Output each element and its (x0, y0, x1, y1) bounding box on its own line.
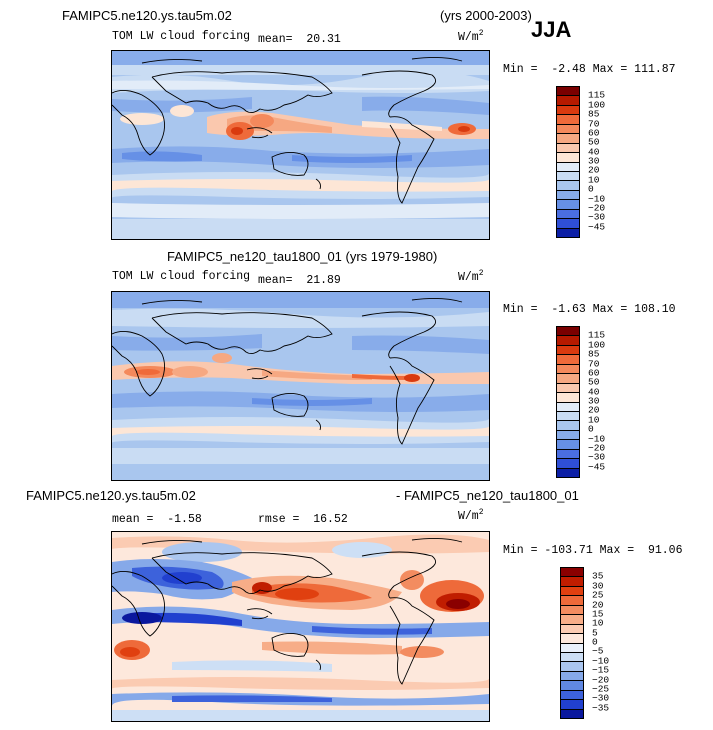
colorbar-tick-label: 115 (588, 329, 606, 341)
colorbar-tick-label: −20 (592, 674, 610, 685)
panel2-minmax: Min = -1.63 Max = 108.10 (503, 303, 676, 316)
panel1-colorbar-labels: 115 100 85 70 60 50 40 30 20 10 0 −10 −2… (588, 86, 628, 236)
colorbar-tick-label: 20 (588, 164, 600, 176)
colorbar-tick-label: 100 (588, 339, 606, 351)
colorbar-tick-label: 30 (588, 155, 600, 167)
panel3-colorbar (560, 567, 584, 719)
colorbar-tick-label: −30 (588, 451, 606, 463)
colorbar-tick-label: 20 (592, 599, 604, 610)
panel2-map (111, 291, 490, 481)
colorbar-tick-label: 40 (588, 146, 600, 158)
panel2-units: W/m2 (458, 269, 484, 284)
run-title: FAMIPC5.ne120.ys.tau5m.02 (62, 8, 232, 23)
colorbar-tick-label: −20 (588, 202, 606, 214)
colorbar-tick-label: 10 (592, 617, 604, 629)
colorbar-tick-label: 20 (588, 404, 600, 416)
panel3-map (111, 531, 490, 722)
panel1-map (111, 50, 490, 240)
colorbar-tick-label: −30 (592, 692, 610, 704)
colorbar-tick-label: 50 (588, 136, 600, 148)
colorbar-tick-label: 10 (588, 414, 600, 426)
panel2-title: FAMIPC5_ne120_tau1800_01 (yrs 1979-1980) (167, 249, 438, 264)
panel1-units: W/m2 (458, 29, 484, 44)
colorbar-tick-label: −5 (592, 645, 604, 657)
colorbar-tick-label: −45 (588, 461, 606, 473)
colorbar-tick-label: 70 (588, 358, 600, 369)
colorbar-tick-label: 85 (588, 108, 600, 120)
colorbar-tick-label: −10 (592, 655, 610, 667)
panel2-mean: mean= 21.89 (258, 274, 341, 287)
panel1-minmax: Min = -2.48 Max = 111.87 (503, 63, 676, 76)
panel2-variable: TOM LW cloud forcing (112, 270, 251, 283)
colorbar-tick-label: 50 (588, 376, 600, 388)
colorbar-tick-label: −25 (592, 683, 610, 695)
panel2-colorbar-labels: 115 100 85 70 60 50 40 30 20 10 0 −10 −2… (588, 326, 628, 476)
panel3-rmse: rmse = 16.52 (258, 513, 348, 526)
panel3-title-right: - FAMIPC5_ne120_tau1800_01 (396, 488, 579, 503)
panel3-colorbar-labels: 35 30 25 20 15 10 5 0 −5 −10 −15 −20 −25… (592, 567, 632, 717)
colorbar-tick-label: 5 (592, 627, 598, 639)
colorbar-tick-label: −45 (588, 221, 606, 233)
run-years: (yrs 2000-2003) (440, 8, 532, 23)
panel1-mean: mean= 20.31 (258, 33, 341, 46)
panel1-variable: TOM LW cloud forcing (112, 30, 251, 43)
colorbar-tick-label: 60 (588, 367, 600, 379)
colorbar-tick-label: 60 (588, 127, 600, 139)
season-label: JJA (531, 17, 572, 42)
colorbar-tick-label: −20 (588, 442, 606, 454)
colorbar-tick-label: 0 (588, 183, 594, 195)
colorbar-tick-label: 25 (592, 589, 604, 601)
colorbar-tick-label: −15 (592, 664, 610, 676)
colorbar-tick-label: −10 (588, 433, 606, 444)
panel3-mean: mean = -1.58 (112, 513, 202, 526)
panel3-title-left: FAMIPC5.ne120.ys.tau5m.02 (26, 488, 196, 503)
colorbar-tick-label: −10 (588, 193, 606, 204)
colorbar-tick-label: 85 (588, 348, 600, 360)
colorbar-tick-label: 70 (588, 118, 600, 129)
colorbar-tick-label: 0 (592, 636, 598, 648)
panel3-minmax: Min = -103.71 Max = 91.06 (503, 544, 683, 557)
colorbar-tick-label: 40 (588, 386, 600, 398)
colorbar-tick-label: −30 (588, 211, 606, 223)
panel2-colorbar (556, 326, 580, 478)
colorbar-tick-label: 35 (592, 570, 604, 582)
colorbar-tick-label: 0 (588, 423, 594, 435)
colorbar-tick-label: 100 (588, 99, 606, 111)
colorbar-tick-label: 10 (588, 174, 600, 186)
colorbar-tick-label: 30 (592, 580, 604, 592)
panel1-colorbar (556, 86, 580, 238)
colorbar-tick-label: −35 (592, 702, 610, 714)
colorbar-tick-label: 15 (592, 608, 604, 620)
panel3-units: W/m2 (458, 508, 484, 523)
colorbar-tick-label: 115 (588, 89, 606, 101)
colorbar-tick-label: 30 (588, 395, 600, 407)
